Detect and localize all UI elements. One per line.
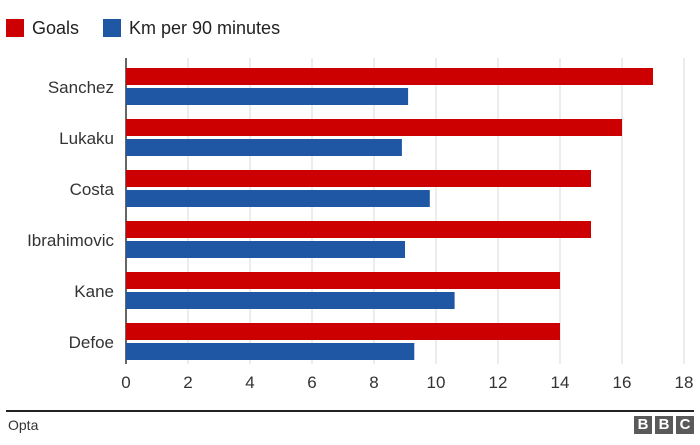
x-tick-label: 8 <box>369 373 378 392</box>
bar-km-per-90 <box>126 343 415 360</box>
bbc-logo-letter: B <box>655 416 673 434</box>
x-tick-label: 2 <box>183 373 192 392</box>
x-tick-label: 18 <box>675 373 694 392</box>
x-tick-label: 12 <box>489 373 508 392</box>
bar-km-per-90 <box>126 190 430 207</box>
bar-chart: 0 2 4 6 8 10 12 14 16 18 Sanchez Lukaku Costa Ibrahim… <box>27 58 694 392</box>
bbc-logo: B B C <box>634 416 694 434</box>
x-tick-label: 0 <box>121 373 130 392</box>
legend-swatch-goals <box>6 19 24 37</box>
legend-label-km-per-90: Km per 90 minutes <box>129 17 281 38</box>
bar-goals <box>126 221 591 238</box>
category-label: Costa <box>70 180 115 199</box>
bar-km-per-90 <box>126 292 455 309</box>
legend-item-goals: Goals <box>6 16 79 40</box>
legend-label-goals: Goals <box>32 17 80 38</box>
bar-km-per-90 <box>126 88 409 105</box>
bbc-logo-letter: C <box>676 416 694 434</box>
x-tick-label: 6 <box>307 373 316 392</box>
bbc-logo-letter: B <box>634 416 652 434</box>
category-label: Ibrahimovic <box>27 231 114 250</box>
category-label: Sanchez <box>48 78 114 97</box>
bar-km-per-90 <box>126 241 405 258</box>
legend-swatch-km-per-90 <box>103 19 121 37</box>
bar-goals <box>126 272 560 289</box>
legend-item-km-per-90: Km per 90 minutes <box>103 16 280 40</box>
source-label: Opta <box>8 417 39 433</box>
footer-divider <box>6 410 694 412</box>
category-label: Lukaku <box>59 129 114 148</box>
x-tick-label: 14 <box>551 373 570 392</box>
x-tick-label: 16 <box>613 373 632 392</box>
bar-goals <box>126 323 560 340</box>
x-tick-label: 10 <box>427 373 446 392</box>
category-label: Kane <box>74 282 114 301</box>
x-tick-label: 4 <box>245 373 254 392</box>
bar-km-per-90 <box>126 139 402 156</box>
bar-goals <box>126 68 653 85</box>
bar-goals <box>126 170 591 187</box>
bar-goals <box>126 119 622 136</box>
category-label: Defoe <box>69 333 114 352</box>
